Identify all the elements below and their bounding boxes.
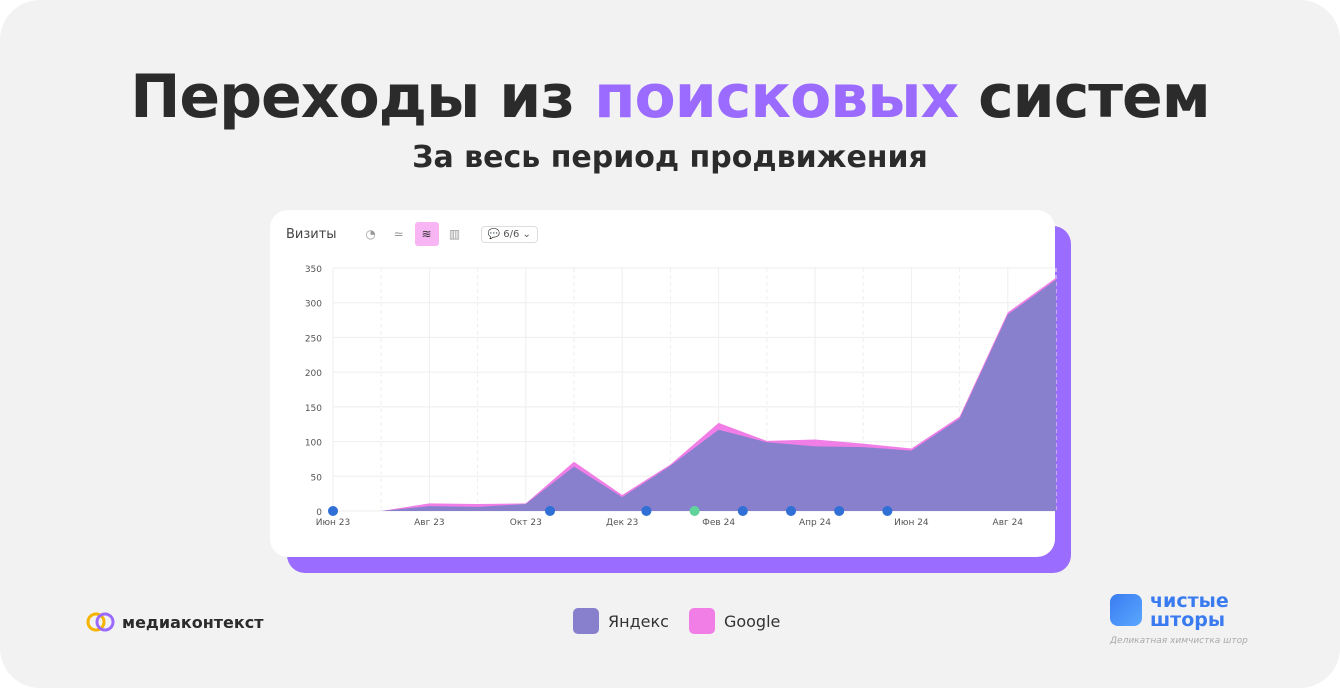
annotation-marker bbox=[786, 506, 796, 516]
x-tick-label: Авг 24 bbox=[993, 518, 1024, 528]
annotation-marker bbox=[641, 506, 652, 516]
x-tick-label: Фев 24 bbox=[702, 518, 735, 528]
pie-chart-icon[interactable]: ◔ bbox=[365, 227, 376, 241]
chistye-shtory-logo: чистые шторы Деликатная химчистка штор bbox=[1110, 590, 1248, 646]
y-tick-label: 250 bbox=[305, 334, 322, 344]
x-tick-label: Авг 23 bbox=[414, 518, 445, 528]
bar-chart-icon[interactable]: ▥ bbox=[448, 227, 461, 241]
y-tick-label: 150 bbox=[305, 404, 322, 414]
rings-icon bbox=[86, 612, 115, 632]
legend-label-yandex: Яндекс bbox=[608, 611, 669, 631]
x-tick-label: Июн 24 bbox=[894, 518, 929, 528]
x-tick-label: Апр 24 bbox=[799, 518, 831, 528]
yandex-area bbox=[333, 279, 1056, 511]
line-chart-icon[interactable]: ≃ bbox=[393, 227, 404, 241]
chart-toolbar: Визиты ◔ ≃ ≋ ▥ 💬 6/6 ⌄ bbox=[286, 222, 538, 246]
annotations-dropdown[interactable]: 💬 6/6 ⌄ bbox=[480, 225, 538, 243]
curtain-icon bbox=[1110, 594, 1142, 626]
x-tick-label: Окт 23 bbox=[510, 518, 542, 528]
page-subtitle: За весь период продвижения bbox=[412, 140, 928, 175]
y-tick-label: 50 bbox=[311, 473, 323, 483]
annotation-marker bbox=[328, 506, 338, 516]
annotation-marker bbox=[545, 506, 555, 516]
x-tick-label: Дек 23 bbox=[606, 518, 638, 528]
y-tick-label: 200 bbox=[305, 369, 322, 379]
y-tick-label: 300 bbox=[305, 300, 322, 310]
annotation-marker bbox=[882, 506, 893, 516]
annotation-marker bbox=[689, 506, 700, 516]
mediacontext-logo: медиаконтекст bbox=[86, 611, 264, 633]
metric-label: Визиты bbox=[286, 226, 337, 242]
legend-swatch-google bbox=[688, 608, 715, 634]
area-chart-icon[interactable]: ≋ bbox=[414, 222, 439, 246]
y-tick-label: 350 bbox=[305, 265, 322, 275]
y-tick-label: 100 bbox=[305, 439, 322, 449]
legend-label-google: Google bbox=[723, 611, 781, 631]
legend-swatch-yandex bbox=[573, 608, 599, 634]
y-tick-label: 0 bbox=[316, 508, 322, 518]
annotation-marker bbox=[737, 506, 748, 516]
annotation-marker bbox=[834, 506, 845, 516]
page-title: Переходы из поисковых систем bbox=[130, 62, 1211, 132]
x-tick-label: Июн 23 bbox=[316, 518, 351, 528]
legend: Яндекс Google bbox=[573, 608, 780, 634]
